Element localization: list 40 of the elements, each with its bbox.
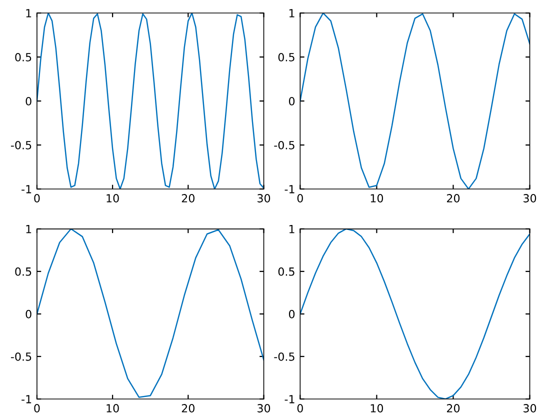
y-tick-label: 1 (26, 225, 32, 234)
y-tick-label: -0.5 (10, 352, 32, 361)
y-tick-label: 0.5 (15, 52, 32, 62)
x-tick-label: 30 (258, 194, 270, 202)
x-tick-label: 0 (34, 404, 40, 412)
y-tick-label: -1 (22, 185, 32, 194)
y-tick-label: 0.5 (15, 267, 32, 276)
y-tick-label: -1 (284, 395, 294, 404)
x-tick-label: 20 (446, 194, 460, 202)
y-tick-label: 0.5 (278, 267, 294, 276)
y-tick-label: 1 (289, 9, 294, 18)
line-series (36, 228, 264, 398)
x-tick-label: 20 (446, 404, 460, 412)
line-series (300, 228, 530, 399)
x-tick-label: 10 (106, 404, 119, 412)
x-tick-label: 30 (524, 194, 536, 202)
y-tick-label: 0 (26, 310, 32, 318)
y-tick-label: 0 (26, 96, 32, 106)
x-tick-label: 0 (297, 194, 303, 202)
x-tick-label: 30 (524, 404, 536, 412)
y-tick-label: 0 (288, 310, 295, 318)
y-tick-label: -1 (22, 395, 32, 404)
x-tick-label: 20 (182, 404, 194, 412)
x-tick-label: 10 (370, 194, 384, 202)
y-tick-label: -0.5 (274, 352, 294, 361)
x-tick-label: 30 (258, 404, 270, 412)
x-tick-label: 10 (370, 404, 384, 412)
line-series (300, 13, 530, 189)
y-tick-label: 1 (289, 225, 294, 234)
y-tick-label: 0.5 (278, 52, 294, 62)
x-tick-label: 0 (297, 404, 303, 412)
y-tick-label: -0.5 (274, 140, 294, 150)
y-tick-label: -1 (284, 185, 294, 194)
x-tick-label: 0 (34, 194, 40, 202)
x-tick-label: 10 (106, 194, 119, 202)
x-tick-label: 20 (182, 194, 194, 202)
line-series (36, 13, 264, 189)
y-tick-label: 0 (288, 96, 295, 106)
y-tick-label: 1 (26, 9, 32, 18)
y-tick-label: -0.5 (10, 140, 32, 150)
